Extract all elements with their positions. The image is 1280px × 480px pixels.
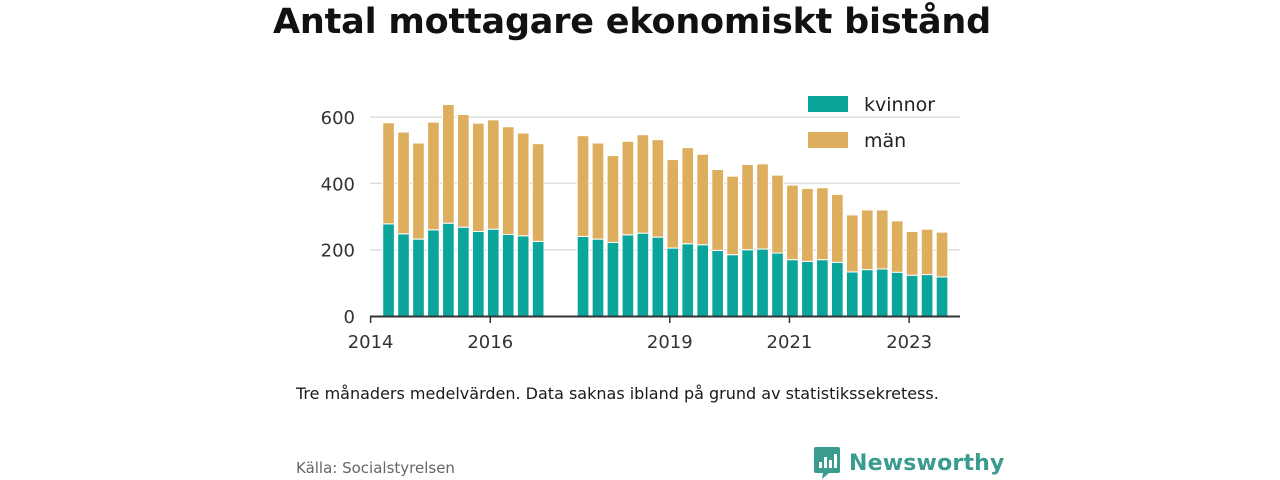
y-tick-label: 200: [321, 241, 355, 262]
bar-man: [920, 228, 934, 276]
legend-swatch-kvinnor: [808, 96, 848, 112]
bar-kvinnor: [471, 230, 485, 317]
bar-kvinnor: [756, 248, 769, 317]
x-tick-label: 2021: [767, 332, 813, 353]
bar-kvinnor: [501, 233, 515, 317]
bar-man: [636, 134, 650, 234]
bar-man: [591, 142, 605, 240]
bar-man: [442, 104, 455, 224]
bar-man: [845, 214, 859, 273]
bar-kvinnor: [531, 240, 545, 317]
y-tick-labels: 0 200 400 600: [321, 108, 355, 328]
bar-man: [875, 209, 889, 270]
bar-man: [860, 209, 874, 271]
legend-label: män: [864, 130, 906, 152]
chart-caption: Tre månaders medelvärden. Data saknas ib…: [296, 384, 939, 403]
bar-man: [905, 230, 919, 276]
legend[interactable]: kvinnor män: [808, 94, 935, 152]
bar-man: [412, 142, 425, 240]
bar-kvinnor: [591, 238, 605, 317]
bar-man: [471, 122, 485, 232]
bar-kvinnor: [516, 235, 530, 317]
bar-kvinnor: [576, 235, 590, 317]
legend-label: kvinnor: [864, 94, 935, 116]
y-tick-label: 600: [321, 108, 355, 129]
bar-kvinnor: [771, 252, 784, 317]
brand-name: Newsworthy: [849, 450, 1005, 476]
bar-man: [935, 231, 949, 278]
bar-kvinnor: [382, 223, 395, 317]
x-tick-label: 2023: [886, 332, 932, 353]
bar-kvinnor: [786, 259, 799, 317]
bar-kvinnor: [711, 249, 724, 317]
bars: [382, 104, 949, 317]
bar-kvinnor: [726, 254, 739, 317]
bar-kvinnor: [935, 276, 949, 317]
bar-kvinnor: [845, 271, 859, 317]
bar-kvinnor: [457, 226, 470, 317]
bar-man: [531, 143, 545, 242]
bar-kvinnor: [860, 269, 874, 317]
bar-kvinnor: [905, 274, 919, 317]
x-tick-label: 2019: [647, 332, 693, 353]
bar-man: [486, 119, 500, 230]
bar-kvinnor: [801, 260, 814, 317]
bar-man: [397, 131, 410, 235]
bar-man: [382, 122, 395, 225]
chart-title: Antal mottagare ekonomiskt bistånd: [273, 2, 991, 42]
newsworthy-chart-logo-icon: [814, 447, 840, 479]
bar-kvinnor: [920, 274, 934, 317]
bar-kvinnor: [651, 236, 665, 317]
stacked-bar-chart: 0 200 400 600 2014 2016 2019 2021 2023 kvinnor m…: [321, 94, 960, 353]
y-tick-label: 400: [321, 174, 355, 195]
legend-swatch-man: [808, 132, 848, 148]
bar-man: [666, 159, 680, 249]
bar-kvinnor: [666, 247, 680, 317]
bar-kvinnor: [816, 259, 829, 317]
bar-man: [726, 175, 739, 256]
y-tick-label: 0: [344, 307, 355, 328]
bar-kvinnor: [890, 271, 904, 317]
bar-kvinnor: [427, 229, 440, 317]
bar-man: [801, 187, 814, 262]
bar-man: [756, 163, 769, 250]
bar-man: [606, 155, 620, 243]
bar-man: [711, 169, 724, 251]
bar-kvinnor: [621, 234, 635, 317]
bar-man: [890, 220, 904, 273]
bar-man: [816, 187, 829, 261]
x-tick-label: 2016: [467, 332, 513, 353]
bar-man: [621, 140, 635, 236]
bar-man: [516, 132, 530, 237]
brand-logo[interactable]: Newsworthy: [813, 446, 1005, 480]
bar-kvinnor: [681, 243, 695, 317]
bar-kvinnor: [741, 249, 754, 317]
bar-kvinnor: [486, 228, 500, 317]
bar-man: [786, 184, 799, 261]
x-tick-label: 2014: [348, 332, 394, 353]
bar-man: [427, 121, 440, 231]
bar-man: [576, 135, 590, 237]
bar-man: [501, 126, 515, 235]
bar-man: [771, 174, 784, 254]
bar-man: [681, 147, 695, 245]
bar-kvinnor: [875, 268, 889, 317]
bar-kvinnor: [397, 233, 410, 317]
bar-kvinnor: [412, 238, 425, 317]
x-ticks: 2014 2016 2019 2021 2023: [348, 316, 932, 353]
bar-kvinnor: [442, 222, 455, 317]
bar-kvinnor: [606, 241, 620, 317]
bar-man: [830, 193, 844, 263]
bar-man: [457, 113, 470, 228]
bar-kvinnor: [636, 232, 650, 317]
bar-kvinnor: [696, 244, 710, 317]
bar-man: [651, 139, 665, 238]
bar-man: [696, 153, 710, 246]
bar-man: [741, 164, 754, 251]
bar-kvinnor: [830, 261, 844, 317]
source-note: Källa: Socialstyrelsen: [296, 459, 455, 477]
